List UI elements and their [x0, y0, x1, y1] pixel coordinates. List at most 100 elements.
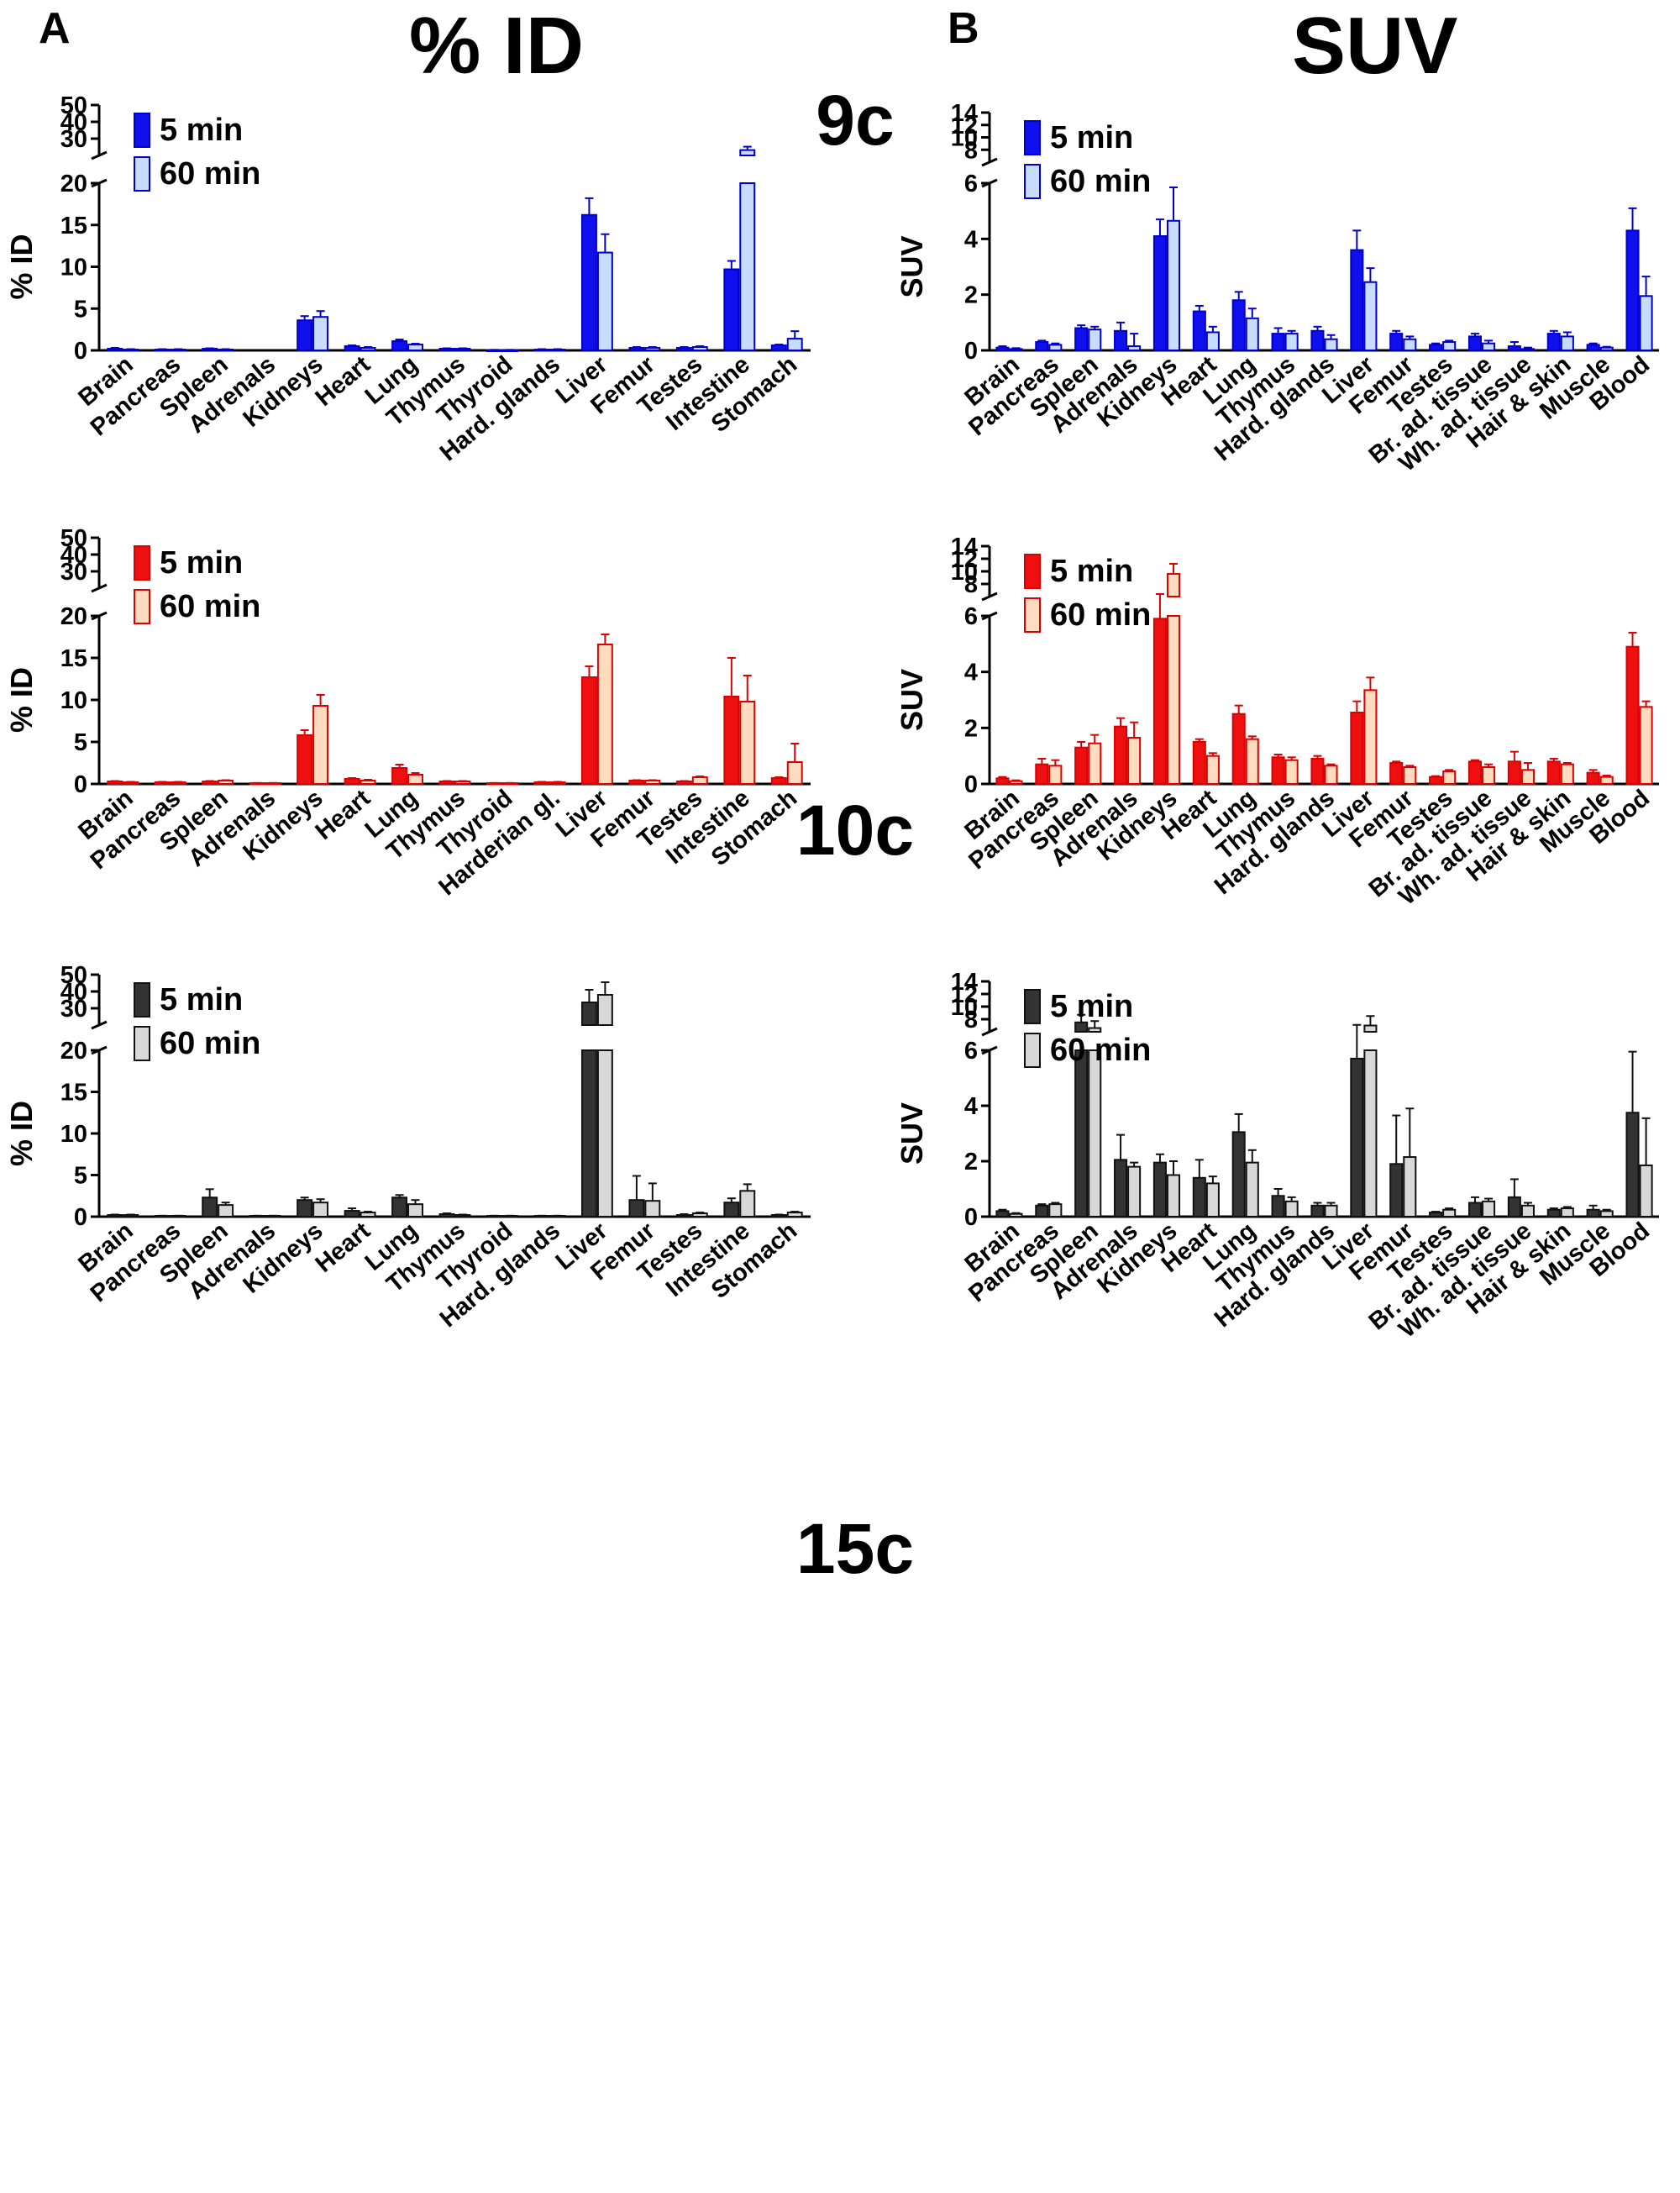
y-tick-label: 5 [74, 1163, 87, 1190]
legend-swatch [134, 589, 150, 624]
y-tick-label: 6 [964, 603, 978, 630]
y-tick-label: 0 [964, 338, 978, 365]
bar-5min [1389, 1114, 1404, 1218]
bar-60min [549, 1214, 566, 1218]
bar-60min [1088, 734, 1102, 786]
bar-5min [1114, 321, 1128, 351]
bar-5min [1429, 342, 1443, 352]
bar-60min [1363, 676, 1378, 785]
bar-5min [1467, 759, 1483, 785]
bar-60min [1639, 700, 1653, 785]
bar-60min [1009, 347, 1023, 352]
y-tick-label: 0 [74, 338, 87, 365]
bar-5min [1389, 329, 1404, 352]
chart-10c-suv: 02468101214SUVBrainPancreasSpleenAdrenal… [895, 534, 1659, 911]
bar-5min [995, 776, 1010, 785]
bar-5min [1507, 750, 1521, 785]
bar-5min [1271, 754, 1285, 785]
y-tick-label: 14 [951, 100, 978, 127]
y-tick-label: 5 [74, 729, 87, 756]
y-tick-label: 15 [60, 645, 87, 672]
bar-60min [644, 1182, 661, 1217]
bar-5min [580, 989, 597, 1217]
legend-swatch [134, 545, 150, 581]
bar-60min [1363, 267, 1378, 351]
y-tick-label: 0 [964, 771, 978, 798]
legend-label: 5 min [160, 113, 243, 148]
bar-5min [486, 1214, 502, 1218]
bar-60min [1127, 1161, 1142, 1217]
bar-60min [218, 779, 234, 785]
bar-5min [154, 1214, 171, 1218]
bar-5min [628, 779, 645, 785]
bar-60min [1166, 563, 1181, 785]
bar-5min [1310, 755, 1325, 785]
bar-5min [107, 780, 123, 785]
bar-60min [1442, 339, 1457, 351]
bar-60min [312, 1198, 329, 1218]
bar-60min [1048, 342, 1063, 352]
y-tick-label: 40 [60, 109, 87, 136]
bar-60min [1245, 1149, 1259, 1218]
bar-60min [123, 1213, 139, 1218]
y-tick-label: 2 [964, 1149, 978, 1175]
bar-5min [675, 1213, 692, 1218]
legend: 5 min 60 min [1024, 120, 1151, 199]
axis-break-mark [91, 1020, 108, 1055]
bar-60min [1599, 1208, 1614, 1218]
bar-60min [501, 1214, 518, 1218]
bar-60min [1245, 735, 1259, 786]
y-axis-label: % ID [4, 667, 39, 733]
y-tick-label: 10 [60, 687, 87, 714]
bar-60min [1009, 779, 1023, 786]
bar-60min [1560, 762, 1574, 786]
bar-5min [344, 344, 360, 351]
legend-label: 60 min [160, 156, 260, 192]
bar-5min [995, 1208, 1010, 1218]
bar-60min [1442, 769, 1457, 785]
bar-60min [407, 1199, 423, 1218]
bar-60min [501, 781, 518, 786]
y-tick-label: 20 [60, 603, 87, 630]
bar-5min [1429, 775, 1443, 786]
column-title-id: % ID [409, 1, 585, 91]
bar-60min [1520, 346, 1535, 352]
bar-5min [1586, 1204, 1600, 1217]
bar-60min [407, 772, 423, 785]
y-tick-label: 2 [964, 282, 978, 309]
y-tick-label: 30 [60, 559, 87, 586]
legend: 5 min 60 min [1024, 989, 1151, 1068]
bar-5min [344, 1207, 360, 1217]
bar-60min [454, 780, 471, 785]
bar-5min [1035, 758, 1049, 786]
y-tick-label: 20 [60, 1038, 87, 1065]
bar-60min [786, 330, 803, 352]
bar-5min [202, 347, 218, 352]
y-axis-label: SUV [895, 1102, 929, 1165]
bar-60min [1599, 345, 1614, 351]
compound-label-15c: 15c [795, 1509, 915, 1588]
legend-swatch [134, 113, 150, 148]
bar-60min [739, 1183, 756, 1218]
bar-60min [1520, 762, 1535, 785]
bar-60min [1205, 1175, 1220, 1218]
y-tick-label: 10 [951, 559, 978, 586]
bar-60min [1048, 759, 1063, 785]
compound-label-10c: 10c [795, 791, 915, 870]
bar-60min [1482, 763, 1496, 785]
x-tick-label: Heart [311, 785, 376, 845]
legend-label: 60 min [1050, 597, 1151, 633]
bar-60min [407, 343, 423, 352]
bar-5min [995, 345, 1010, 351]
bar-5min [202, 1188, 218, 1217]
y-tick-label: 0 [74, 1204, 87, 1231]
panel-label-b: B [948, 4, 979, 53]
bar-5min [1114, 1133, 1128, 1217]
bar-5min [1152, 1153, 1167, 1218]
bar-5min [486, 349, 502, 353]
y-tick-label: 8 [964, 137, 978, 164]
y-tick-label: 30 [60, 996, 87, 1023]
y-axis-label: % ID [4, 1101, 39, 1166]
legend-swatch [134, 982, 150, 1018]
